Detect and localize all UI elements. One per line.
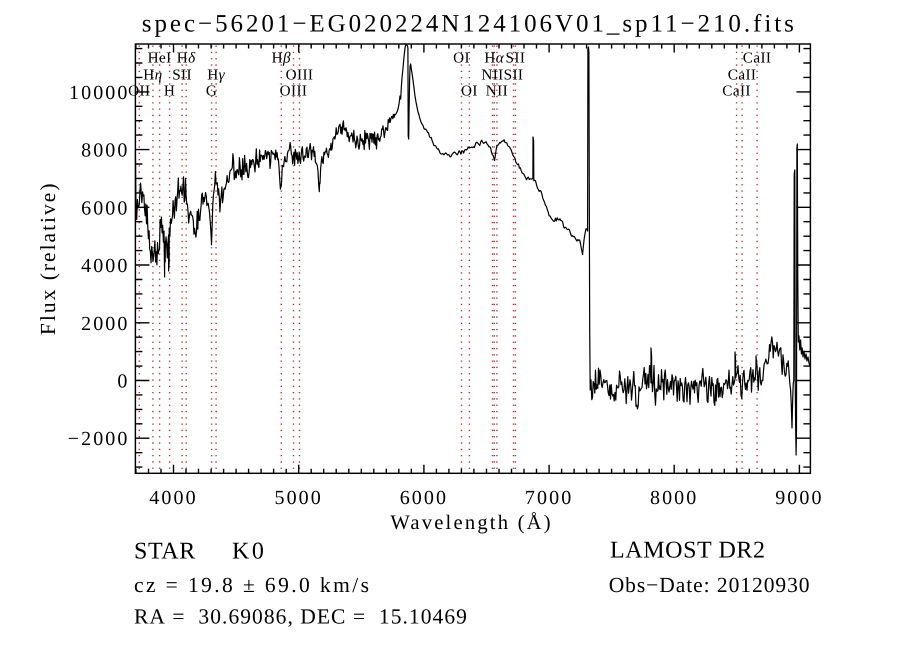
svg-text:STAR: STAR bbox=[134, 539, 196, 565]
svg-text:OIII: OIII bbox=[286, 67, 314, 84]
svg-text:4000: 4000 bbox=[81, 255, 129, 277]
svg-text:Flux (relative): Flux (relative) bbox=[36, 182, 60, 336]
svg-text:Hγ: Hγ bbox=[207, 67, 225, 84]
svg-text:SII: SII bbox=[506, 50, 526, 67]
svg-text:OII: OII bbox=[128, 82, 150, 99]
svg-text:Hη: Hη bbox=[143, 67, 162, 84]
svg-text:−2000: −2000 bbox=[68, 428, 130, 450]
svg-text:6000: 6000 bbox=[81, 197, 129, 219]
svg-text:SII: SII bbox=[504, 67, 524, 84]
svg-text:OI: OI bbox=[461, 82, 478, 99]
svg-text:OI: OI bbox=[453, 50, 470, 67]
svg-text:4000: 4000 bbox=[149, 487, 197, 509]
svg-text:SII: SII bbox=[172, 67, 192, 84]
svg-text:CaII: CaII bbox=[722, 82, 751, 99]
svg-text:8000: 8000 bbox=[81, 140, 129, 162]
svg-text:NII: NII bbox=[481, 67, 503, 84]
svg-text:CaII: CaII bbox=[743, 50, 772, 67]
svg-text:6000: 6000 bbox=[400, 487, 448, 509]
svg-text:7000: 7000 bbox=[525, 487, 573, 509]
svg-text:Obs−Date: 20120930: Obs−Date: 20120930 bbox=[609, 573, 811, 597]
svg-text:5000: 5000 bbox=[274, 487, 322, 509]
svg-text:H: H bbox=[164, 82, 175, 99]
svg-text:LAMOST DR2: LAMOST DR2 bbox=[610, 538, 766, 564]
svg-text:8000: 8000 bbox=[650, 487, 698, 509]
svg-text:spec−56201−EG020224N124106V01_: spec−56201−EG020224N124106V01_sp11−210.f… bbox=[142, 11, 797, 38]
svg-text:Hδ: Hδ bbox=[177, 50, 196, 67]
svg-text:K0: K0 bbox=[232, 539, 266, 565]
svg-text:HeI: HeI bbox=[148, 50, 172, 67]
svg-text:OIII: OIII bbox=[280, 82, 308, 99]
svg-text:10000: 10000 bbox=[69, 82, 130, 104]
svg-text:Wavelength (Å): Wavelength (Å) bbox=[390, 512, 552, 534]
svg-text:CaII: CaII bbox=[728, 67, 757, 84]
svg-text:Hα: Hα bbox=[484, 50, 504, 67]
svg-text:9000: 9000 bbox=[775, 487, 823, 509]
svg-text:NII: NII bbox=[486, 82, 508, 99]
svg-text:Hβ: Hβ bbox=[272, 50, 291, 67]
svg-text:0: 0 bbox=[117, 371, 129, 393]
svg-text:G: G bbox=[206, 82, 217, 99]
svg-text:cz = 19.8 ± 69.0 km/s: cz = 19.8 ± 69.0 km/s bbox=[134, 573, 371, 597]
svg-text:2000: 2000 bbox=[81, 313, 129, 335]
svg-text:RA = 30.69086, DEC = 15.1046: RA = 30.69086, DEC = 15.10469 bbox=[134, 604, 468, 628]
